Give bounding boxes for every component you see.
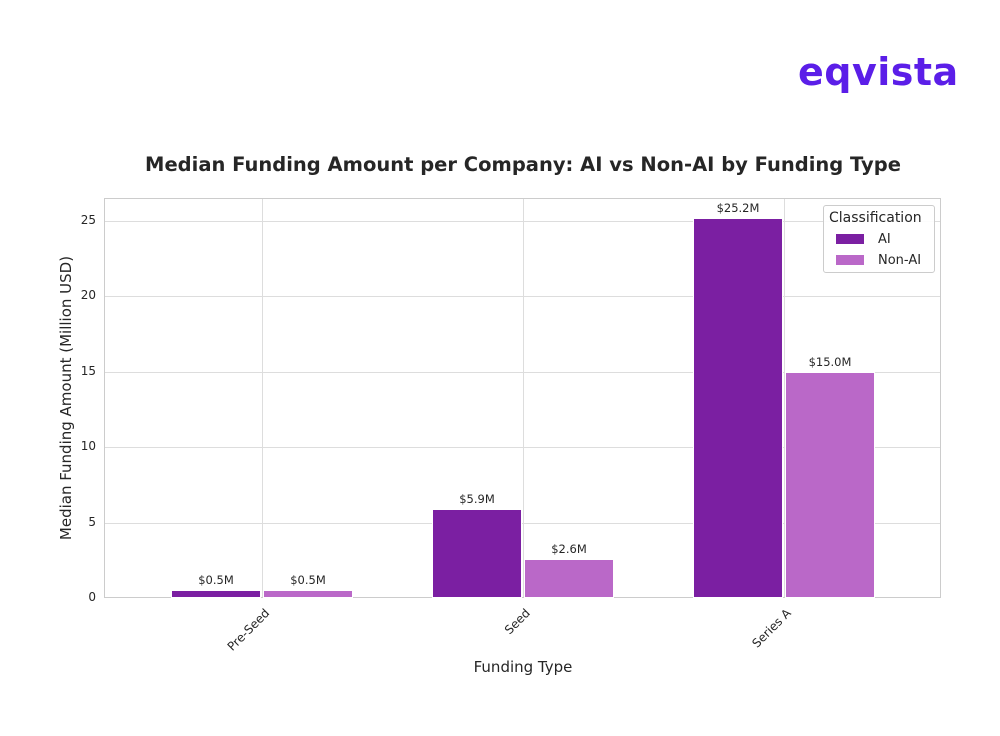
- ytick-20: 20: [80, 288, 96, 302]
- plot-area: $0.5M $0.5M $5.9M $2.6M $25.2M $15.0M Cl…: [104, 198, 941, 598]
- y-axis-label: Median Funding Amount (Million USD): [57, 255, 75, 541]
- legend-item-ai: AI: [836, 230, 891, 248]
- x-axis-label: Funding Type: [473, 658, 573, 676]
- bar-label-non-ai-pre-seed: $0.5M: [290, 573, 326, 588]
- legend-item-non-ai: Non-AI: [836, 251, 921, 269]
- gridline-x-pre-seed: [262, 199, 263, 597]
- bar-label-non-ai-series-a: $15.0M: [808, 354, 852, 369]
- bar-ai-series-a: [693, 217, 783, 598]
- ytick-5: 5: [88, 515, 96, 529]
- bar-label-ai-seed: $5.9M: [459, 492, 495, 507]
- gridline-y-15: [105, 372, 940, 373]
- ytick-15: 15: [80, 364, 96, 378]
- ytick-0: 0: [88, 590, 96, 604]
- legend-title: Classification: [829, 210, 922, 226]
- bar-non-ai-seed: [524, 558, 614, 598]
- ytick-10: 10: [80, 439, 96, 453]
- gridline-y-5: [105, 523, 940, 524]
- bar-ai-pre-seed: [171, 590, 261, 598]
- legend-label-ai: AI: [878, 231, 891, 247]
- xtick-pre-seed: Pre-Seed: [224, 606, 272, 654]
- bar-non-ai-pre-seed: [263, 590, 353, 598]
- bar-label-ai-pre-seed: $0.5M: [198, 573, 234, 588]
- legend-swatch-non-ai: [836, 255, 864, 265]
- ytick-25: 25: [80, 213, 96, 227]
- chart-title: Median Funding Amount per Company: AI vs…: [145, 153, 901, 176]
- legend-swatch-ai: [836, 234, 864, 244]
- xtick-series-a: Series A: [749, 606, 794, 651]
- bar-label-ai-series-a: $25.2M: [716, 200, 760, 215]
- gridline-x-seed: [523, 199, 524, 597]
- gridline-y-10: [105, 447, 940, 448]
- bar-ai-seed: [432, 509, 522, 598]
- xtick-seed: Seed: [501, 606, 533, 638]
- gridline-x-series-a: [784, 199, 785, 597]
- bar-label-non-ai-seed: $2.6M: [551, 541, 587, 556]
- gridline-y-25: [105, 221, 940, 222]
- legend: Classification AI Non-AI: [823, 205, 935, 273]
- gridline-y-20: [105, 296, 940, 297]
- logo: eqvista: [798, 50, 959, 94]
- bar-non-ai-series-a: [785, 371, 875, 598]
- legend-label-non-ai: Non-AI: [878, 252, 922, 268]
